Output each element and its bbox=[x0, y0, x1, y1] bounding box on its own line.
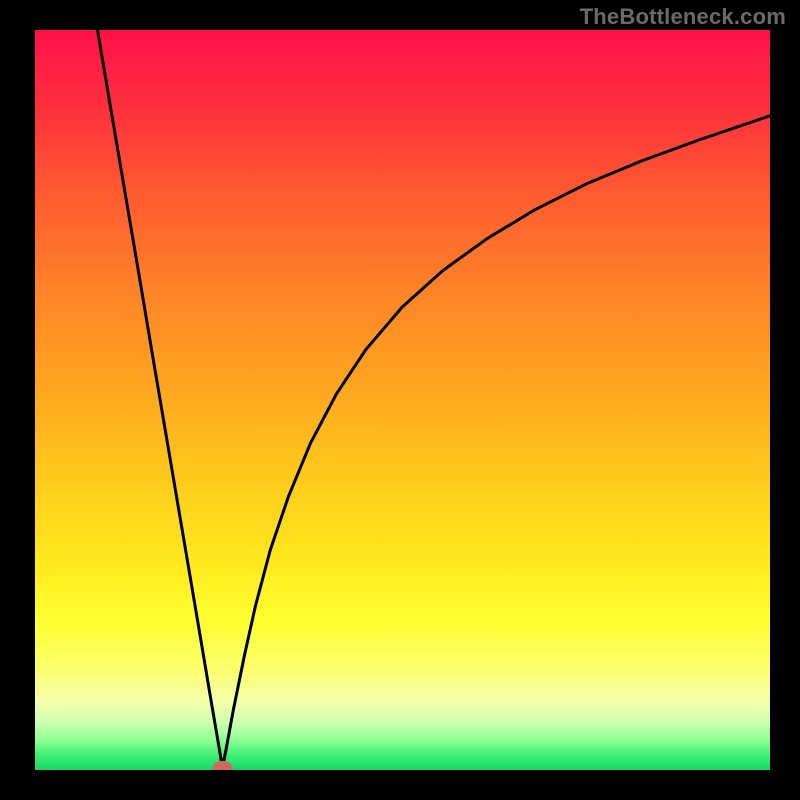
gradient-rect bbox=[35, 30, 770, 770]
plot-svg bbox=[35, 30, 770, 770]
chart-container: TheBottleneck.com bbox=[0, 0, 800, 800]
watermark-text: TheBottleneck.com bbox=[580, 4, 786, 30]
plot-area bbox=[35, 30, 770, 770]
